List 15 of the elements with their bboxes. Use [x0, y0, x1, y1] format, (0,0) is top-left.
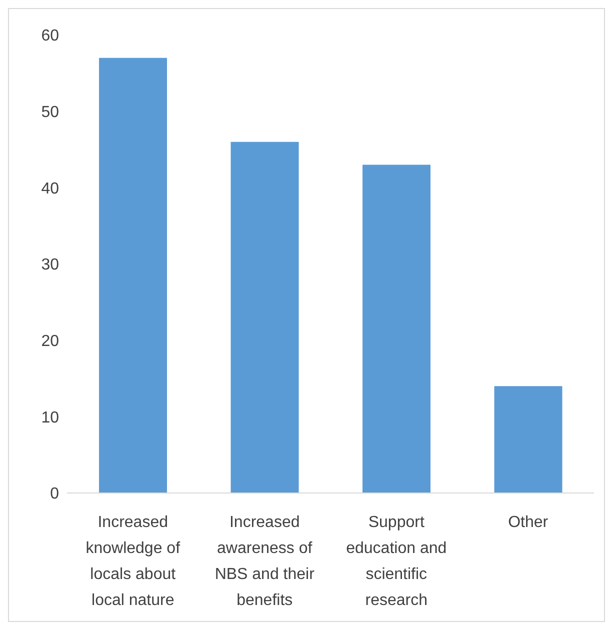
- x-tick-label: Increased knowledge of locals about local nature: [86, 514, 181, 609]
- y-tick-label: 30: [41, 256, 60, 274]
- y-tick-label: 20: [41, 333, 60, 350]
- bar: [99, 58, 167, 493]
- bar: [230, 142, 299, 493]
- bar: [494, 386, 562, 493]
- y-tick-label: 40: [41, 180, 60, 198]
- x-tick-label: Other: [508, 514, 549, 531]
- x-tick-label: Increased awareness of NBS and their benefits: [214, 514, 316, 609]
- bar: [362, 164, 430, 493]
- y-tick-label: 50: [41, 104, 60, 122]
- y-tick-label: 0: [50, 486, 60, 503]
- x-tick-label: Support education and scientific research: [346, 514, 447, 609]
- y-tick-label: 10: [41, 409, 60, 426]
- y-tick-label: 60: [41, 28, 60, 45]
